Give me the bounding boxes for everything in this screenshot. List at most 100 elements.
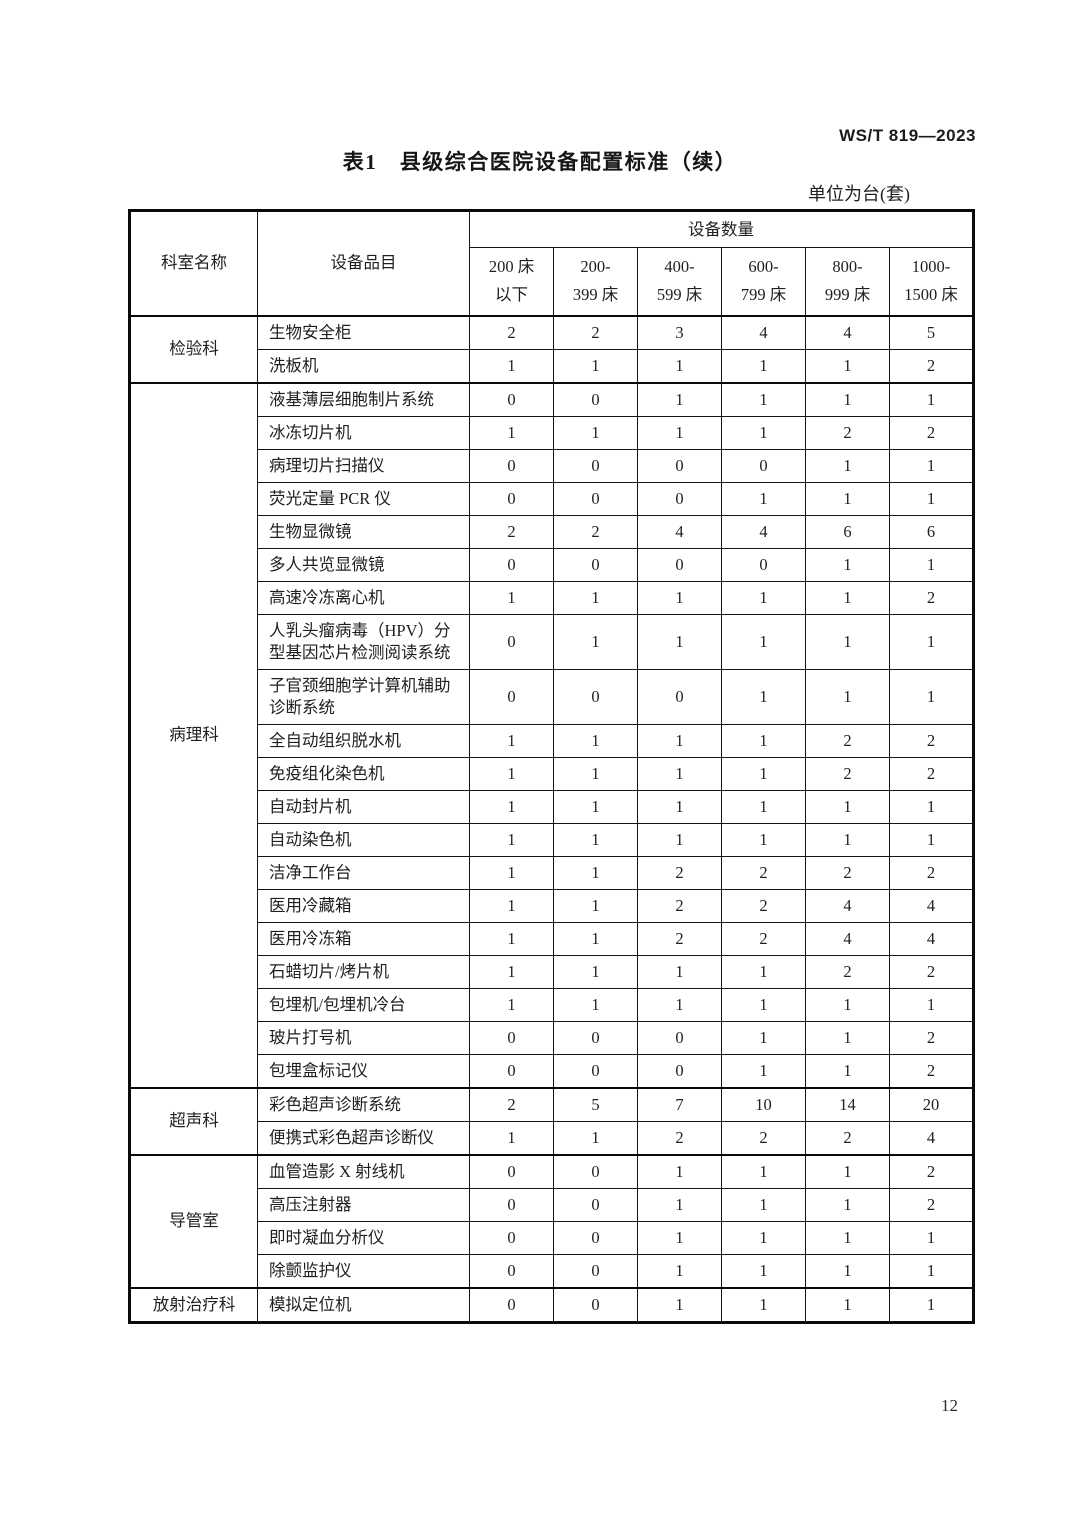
table-header: 科室名称 设备品目 设备数量 200 床 以下 200- 399 床 400- 599 床… (129, 210, 974, 317)
quantity-cell: 2 (889, 723, 974, 758)
quantity-cell: 0 (553, 1053, 638, 1088)
quantity-cell: 1 (721, 1253, 806, 1288)
quantity-cell: 1 (805, 1253, 890, 1288)
equipment-name-cell: 高速冷冻离心机 (257, 580, 470, 615)
table-row: 导管室 血管造影 X 射线机 0 0 1 1 1 2 (129, 1153, 974, 1288)
quantity-cell: 0 (469, 381, 554, 417)
equipment-name-cell: 彩色超声诊断系统 (257, 1086, 470, 1122)
quantity-cell: 2 (637, 1120, 722, 1155)
equipment-name-cell: 医用冷藏箱 (257, 888, 470, 923)
table-row: 病理科 液基薄层细胞制片系统 0 0 1 1 1 1 (129, 381, 974, 1088)
quantity-cell: 1 (637, 613, 722, 670)
standard-code: WS/T 819—2023 (839, 126, 976, 145)
quantity-cell: 1 (469, 954, 554, 989)
table-row: 洗板机 1 1 1 1 1 2 (130, 348, 974, 383)
header-quantity: 设备数量 (469, 210, 974, 248)
table-row: 包埋盒标记仪 0 0 0 1 1 2 (130, 1053, 974, 1088)
quantity-cell: 1 (469, 723, 554, 758)
quantity-cell: 1 (469, 415, 554, 450)
equipment-name-cell: 洁净工作台 (257, 855, 470, 890)
quantity-cell: 1 (721, 1220, 806, 1255)
quantity-cell: 14 (805, 1086, 890, 1122)
quantity-cell: 1 (805, 481, 890, 516)
quantity-cell: 0 (553, 1220, 638, 1255)
quantity-cell: 1 (889, 481, 974, 516)
quantity-cell: 1 (469, 756, 554, 791)
quantity-cell: 2 (721, 888, 806, 923)
quantity-cell: 4 (805, 888, 890, 923)
equipment-name-cell: 医用冷冻箱 (257, 921, 470, 956)
quantity-cell: 5 (889, 314, 974, 350)
equipment-name-cell: 冰冻切片机 (257, 415, 470, 450)
quantity-cell: 0 (637, 547, 722, 582)
quantity-cell: 0 (553, 448, 638, 483)
department-cell: 超声科 (129, 1086, 258, 1155)
quantity-cell: 2 (469, 314, 554, 350)
quantity-cell: 2 (889, 756, 974, 791)
quantity-cell: 0 (637, 448, 722, 483)
quantity-cell: 1 (889, 1220, 974, 1255)
quantity-cell: 1 (637, 954, 722, 989)
department-cell: 放射治疗科 (129, 1286, 258, 1323)
quantity-cell: 4 (637, 514, 722, 549)
quantity-cell: 0 (469, 1286, 554, 1323)
quantity-cell: 4 (805, 921, 890, 956)
equipment-name-cell: 全自动组织脱水机 (257, 723, 470, 758)
equipment-name-cell: 包埋盒标记仪 (257, 1053, 470, 1088)
quantity-cell: 0 (469, 448, 554, 483)
quantity-cell: 5 (553, 1086, 638, 1122)
equipment-name-cell: 洗板机 (257, 348, 470, 383)
equipment-name-cell: 自动染色机 (257, 822, 470, 857)
equipment-name-cell: 液基薄层细胞制片系统 (257, 381, 470, 417)
quantity-cell: 1 (721, 723, 806, 758)
quantity-cell: 1 (805, 789, 890, 824)
quantity-cell: 0 (469, 547, 554, 582)
quantity-cell: 2 (889, 855, 974, 890)
quantity-cell: 2 (889, 580, 974, 615)
quantity-cell: 0 (553, 668, 638, 725)
quantity-cell: 1 (469, 789, 554, 824)
quantity-cell: 1 (805, 1286, 890, 1323)
header-row-main: 科室名称 设备品目 设备数量 (129, 210, 974, 317)
quantity-cell: 4 (889, 1120, 974, 1155)
quantity-cell: 1 (721, 1187, 806, 1222)
quantity-cell: 1 (889, 381, 974, 417)
quantity-cell: 1 (553, 822, 638, 857)
equipment-name-cell: 免疫组化染色机 (257, 756, 470, 791)
quantity-cell: 1 (805, 381, 890, 417)
quantity-cell: 2 (889, 1053, 974, 1088)
quantity-cell: 20 (889, 1086, 974, 1122)
quantity-cell: 0 (553, 381, 638, 417)
quantity-cell: 0 (469, 1187, 554, 1222)
quantity-cell: 1 (721, 756, 806, 791)
quantity-cell: 1 (805, 668, 890, 725)
quantity-cell: 1 (721, 613, 806, 670)
quantity-cell: 0 (553, 1286, 638, 1323)
quantity-cell: 1 (721, 954, 806, 989)
quantity-cell: 1 (721, 1020, 806, 1055)
quantity-cell: 1 (637, 1187, 722, 1222)
quantity-cell: 0 (469, 1253, 554, 1288)
quantity-cell: 2 (889, 954, 974, 989)
quantity-cell: 1 (553, 855, 638, 890)
quantity-cell: 2 (553, 314, 638, 350)
quantity-cell: 1 (637, 1153, 722, 1189)
equipment-table: 科室名称 设备品目 设备数量 200 床 以下 200- 399 床 400- 599 床… (128, 209, 975, 1324)
quantity-cell: 1 (637, 789, 722, 824)
header-bed-range: 1000- 1500 床 (889, 247, 974, 317)
table-row: 医用冷藏箱 1 1 2 2 4 4 (130, 888, 974, 923)
quantity-cell: 1 (805, 1220, 890, 1255)
quantity-cell: 2 (889, 1020, 974, 1055)
quantity-cell: 0 (469, 1153, 554, 1189)
quantity-cell: 2 (889, 348, 974, 383)
page-number: 12 (941, 1396, 958, 1415)
quantity-cell: 1 (721, 822, 806, 857)
quantity-cell: 1 (637, 348, 722, 383)
quantity-cell: 2 (889, 1153, 974, 1189)
quantity-cell: 1 (889, 547, 974, 582)
quantity-cell: 2 (805, 855, 890, 890)
unit-note: 单位为台(套) (808, 184, 910, 204)
table-row: 人乳头瘤病毒（HPV）分型基因芯片检测阅读系统 0 1 1 1 1 1 (130, 613, 974, 670)
quantity-cell: 0 (553, 1020, 638, 1055)
